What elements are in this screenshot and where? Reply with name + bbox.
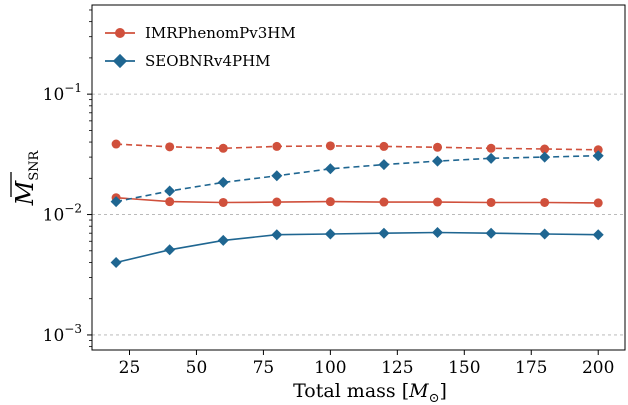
x-tick-label: 175 [515, 358, 547, 378]
y-tick-label: 10−1 [43, 81, 82, 105]
series-1-solid-point [432, 226, 444, 238]
series-1-solid-line [115, 231, 599, 264]
series-0-solid-point [325, 197, 335, 207]
series-0-dashed-point [433, 142, 443, 152]
x-tick-label: 125 [381, 358, 413, 378]
series-1-dashed-point [324, 163, 336, 175]
series-1-dashed-point [110, 196, 122, 208]
legend: IMRPhenomPv3HM SEOBNRv4PHM [105, 24, 296, 70]
series-1-solid-point [324, 228, 336, 240]
series-0-solid-line [116, 196, 599, 204]
grid [92, 93, 625, 336]
series-0-dashed-point [111, 139, 121, 149]
legend-label-series-0: IMRPhenomPv3HM [145, 24, 296, 42]
series-0-dashed-line [116, 143, 599, 151]
series-1-solid-point [110, 256, 122, 268]
series-0-dashed-point [379, 141, 389, 151]
series-0-solid-point [218, 197, 228, 207]
svg-text:MSNR: MSNR [11, 149, 42, 206]
series-1-dashed-point [592, 150, 604, 162]
series-0-dashed-point [165, 142, 175, 152]
series-1-solid-point [217, 234, 229, 246]
x-tick-label: 25 [119, 358, 141, 378]
series-0-dashed-point [486, 143, 496, 153]
series-0-dashed-point [272, 141, 282, 151]
y-tick-label: 10−3 [43, 322, 82, 346]
y-tick-label: 10−2 [43, 202, 82, 226]
series-1-solid-point [378, 227, 390, 239]
series-0-solid-point [272, 197, 282, 207]
x-tick-label: 150 [448, 358, 480, 378]
plot-frame [91, 4, 626, 351]
series-0-solid-point [486, 197, 496, 207]
axis-ticks: 10−1 10−2 10−3 25 50 75 100 125 150 175 200 [43, 9, 614, 378]
series-0-solid-point [593, 198, 603, 208]
legend-label-series-1: SEOBNRv4PHM [145, 52, 271, 70]
series-1-dashed-point [271, 170, 283, 182]
y-axis-label: MSNR [10, 149, 42, 206]
series-0-dashed-point [325, 141, 335, 151]
series-0-dashed-point [593, 145, 603, 155]
series-0-dashed-point [218, 143, 228, 153]
series-0-solid-point [433, 197, 443, 207]
series-0-solid-point [165, 197, 175, 207]
series-0-solid-point [540, 197, 550, 207]
x-tick-label: 75 [253, 358, 275, 378]
series-1-dashed-point [164, 185, 176, 197]
series-1-dashed-point [432, 155, 444, 167]
x-tick-label: 50 [186, 358, 208, 378]
series-group [110, 139, 604, 268]
series-1-solid-point [271, 229, 283, 241]
x-tick-label: 200 [582, 358, 614, 378]
series-1-solid-point [485, 227, 497, 239]
series-1-dashed-line [115, 154, 599, 203]
series-1-dashed-point [539, 151, 551, 163]
series-0-solid-point [379, 197, 389, 207]
x-axis-label: Total mass [M⊙] [293, 380, 447, 405]
series-1-solid-point [592, 229, 604, 241]
series-1-dashed-point [217, 176, 229, 188]
series-1-dashed-point [378, 159, 390, 171]
x-tick-label: 100 [314, 358, 346, 378]
series-1-dashed-point [485, 152, 497, 164]
legend-marker-series-0 [115, 28, 125, 38]
series-0-dashed-point [540, 144, 550, 154]
series-1-solid-point [164, 244, 176, 256]
series-1-solid-point [539, 228, 551, 240]
